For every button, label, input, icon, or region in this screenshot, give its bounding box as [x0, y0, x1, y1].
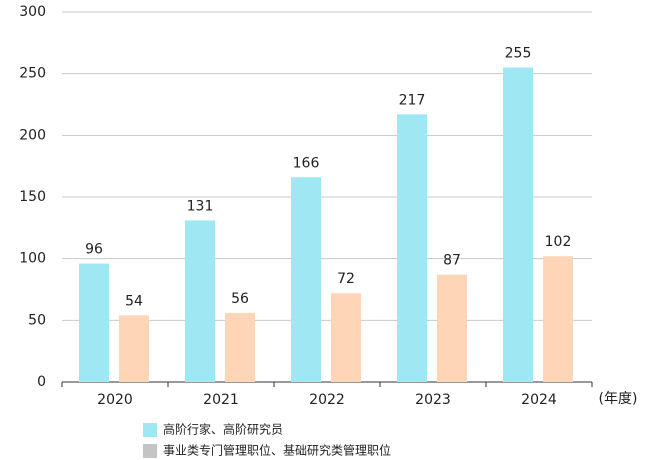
bar — [437, 274, 467, 382]
x-tick-label: 2022 — [309, 392, 345, 408]
value-label: 255 — [505, 46, 532, 62]
y-tick-label: 300 — [19, 4, 46, 20]
legend-swatch — [143, 423, 157, 437]
bar — [119, 315, 149, 382]
value-label: 217 — [399, 92, 426, 108]
bar — [185, 220, 215, 382]
x-tick-label: 2021 — [203, 392, 239, 408]
y-tick-label: 150 — [19, 189, 46, 205]
y-tick-label: 0 — [37, 374, 46, 390]
bar — [291, 177, 321, 382]
x-tick-label: 2024 — [521, 392, 557, 408]
value-label: 102 — [545, 234, 572, 250]
bar — [331, 293, 361, 382]
y-tick-label: 100 — [19, 251, 46, 267]
value-label: 131 — [187, 198, 214, 214]
bar — [543, 256, 573, 382]
bar — [225, 312, 255, 382]
legend-swatch — [143, 444, 157, 458]
value-label: 54 — [125, 293, 143, 309]
bar — [397, 114, 427, 382]
bar — [503, 67, 533, 382]
y-tick-label: 250 — [19, 66, 46, 82]
x-tick-label: 2020 — [97, 392, 133, 408]
x-tick-label: 2023 — [415, 392, 451, 408]
y-tick-label: 50 — [28, 312, 46, 328]
legend-label: 事业类专门管理职位、基础研究类管理职位 — [163, 443, 391, 458]
bar — [79, 263, 109, 382]
value-label: 56 — [231, 291, 249, 307]
value-label: 166 — [293, 155, 320, 171]
legend-label: 高阶行家、高阶研究员 — [163, 422, 283, 437]
value-label: 72 — [337, 271, 355, 287]
y-tick-label: 200 — [19, 127, 46, 143]
value-label: 87 — [443, 253, 461, 269]
x-axis-label: (年度) — [599, 391, 638, 407]
value-label: 96 — [85, 242, 103, 258]
